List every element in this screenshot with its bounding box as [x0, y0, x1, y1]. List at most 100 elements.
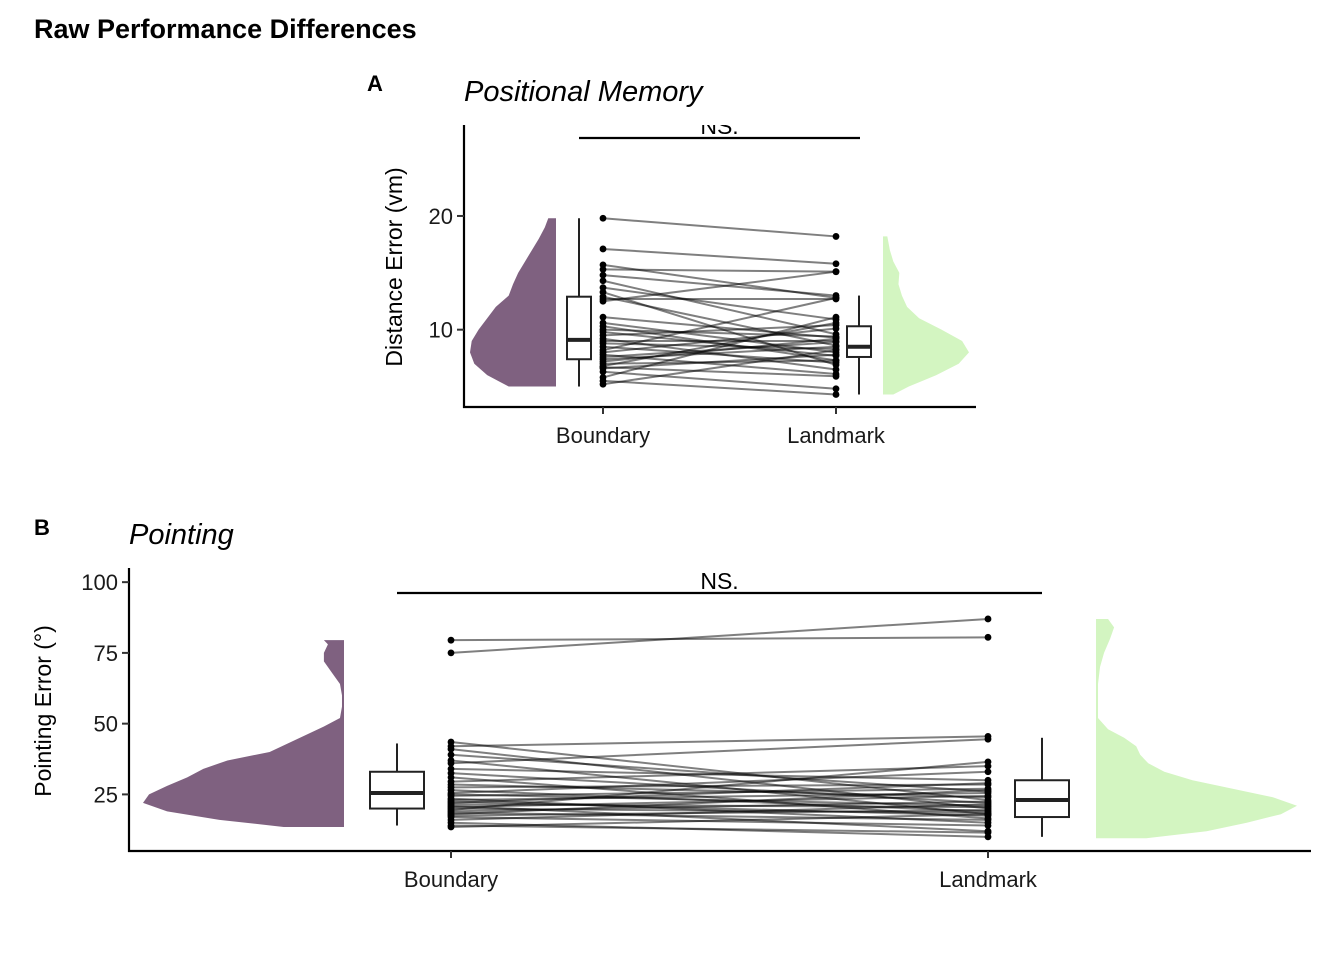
data-point-landmark	[984, 633, 992, 641]
boxplot-boundary	[566, 218, 592, 387]
density-boundary	[470, 218, 556, 387]
paired-line	[602, 353, 837, 370]
significance-label: NS.	[700, 568, 738, 594]
data-point-landmark	[832, 346, 840, 354]
data-point-landmark	[832, 319, 840, 327]
paired-line	[450, 617, 989, 654]
panel-a-tag: A	[367, 71, 383, 96]
box	[369, 770, 425, 810]
data-point-landmark	[984, 779, 992, 787]
y-tick-label: 100	[81, 570, 118, 595]
paired-line	[602, 247, 837, 265]
boxplot-landmark	[1014, 737, 1070, 837]
data-point-landmark	[984, 792, 992, 800]
data-point-boundary	[599, 297, 607, 305]
data-point-landmark	[832, 260, 840, 268]
panel-b-y-axis-title: Pointing Error (°)	[30, 625, 56, 797]
data-point-boundary	[599, 368, 607, 376]
data-point-landmark	[984, 735, 992, 743]
paired-line	[602, 349, 837, 386]
density-landmark	[1096, 618, 1297, 839]
data-point-boundary	[447, 636, 455, 644]
x-tick-label-boundary: Boundary	[404, 867, 498, 892]
y-tick-label: 50	[94, 712, 118, 737]
data-point-boundary	[447, 649, 455, 657]
paired-line	[602, 327, 837, 354]
data-point-boundary	[447, 823, 455, 831]
paired-line	[450, 760, 989, 811]
x-tick-label-boundary: Boundary	[556, 423, 650, 448]
boxplot-boundary	[369, 743, 425, 826]
data-point-boundary	[599, 266, 607, 273]
panel-a-plot: 10 20 Boundary Landmark NS.	[429, 113, 976, 448]
paired-line	[602, 316, 837, 339]
data-point-landmark	[984, 800, 992, 808]
data-point-landmark	[984, 786, 992, 794]
paired-line	[602, 268, 837, 273]
data-point-landmark	[832, 268, 840, 276]
y-tick-label: 20	[429, 204, 453, 229]
x-tick-label-landmark: Landmark	[787, 423, 886, 448]
box	[566, 295, 592, 361]
paired-line	[602, 274, 837, 297]
panel-b-plot: 25 50 75 100 Boundary Landmark NS.	[81, 568, 1311, 892]
paired-line	[450, 770, 989, 794]
paired-line	[602, 270, 837, 303]
paired-line	[602, 370, 837, 390]
x-tick-label-landmark: Landmark	[939, 867, 1038, 892]
data-point-landmark	[832, 294, 840, 302]
paired-line	[450, 636, 989, 642]
boxplot-landmark	[846, 295, 872, 395]
paired-line	[450, 738, 989, 765]
data-point-landmark	[984, 615, 992, 623]
y-tick-label: 25	[94, 782, 118, 807]
data-point-landmark	[832, 385, 840, 393]
data-point-landmark	[832, 233, 840, 240]
paired-line	[450, 803, 989, 821]
paired-line	[450, 813, 989, 828]
data-point-landmark	[984, 810, 992, 818]
box	[846, 325, 872, 358]
data-point-boundary	[447, 751, 455, 759]
paired-line	[602, 295, 837, 347]
paired-line	[450, 735, 989, 748]
paired-line	[602, 337, 837, 363]
data-point-landmark	[832, 372, 840, 380]
figure-title: Raw Performance Differences	[34, 14, 417, 44]
paired-line	[602, 316, 837, 379]
paired-line	[450, 824, 989, 834]
paired-line	[602, 321, 837, 368]
density-boundary	[143, 640, 344, 827]
paired-line	[602, 366, 837, 378]
data-point-landmark	[832, 356, 840, 364]
data-point-boundary	[599, 214, 607, 222]
data-point-landmark	[984, 822, 992, 829]
data-point-landmark	[984, 768, 992, 776]
paired-line	[602, 286, 837, 321]
density-landmark	[883, 236, 969, 395]
data-point-landmark	[984, 758, 992, 766]
paired-line	[602, 328, 837, 338]
significance-label: NS.	[700, 113, 738, 139]
panel-a: A Positional Memory Distance Error (vm) …	[367, 71, 976, 448]
data-point-landmark	[832, 313, 840, 321]
paired-line	[450, 789, 989, 816]
data-point-landmark	[832, 325, 840, 332]
y-tick-label: 75	[94, 641, 118, 666]
data-point-boundary	[599, 271, 607, 279]
panel-b: B Pointing Pointing Error (°) 25 50 75 100 B…	[30, 515, 1311, 892]
data-point-boundary	[599, 245, 607, 253]
data-point-boundary	[447, 759, 455, 767]
data-point-landmark	[832, 391, 840, 398]
panel-b-title: Pointing	[129, 519, 234, 551]
panel-a-title: Positional Memory	[464, 76, 704, 108]
paired-line	[602, 296, 837, 352]
panel-b-tag: B	[34, 515, 50, 540]
paired-line	[450, 765, 989, 783]
data-point-boundary	[599, 277, 607, 285]
data-point-landmark	[984, 816, 992, 824]
paired-line	[450, 782, 989, 804]
y-tick-label: 10	[429, 318, 453, 343]
data-point-boundary	[599, 313, 607, 321]
